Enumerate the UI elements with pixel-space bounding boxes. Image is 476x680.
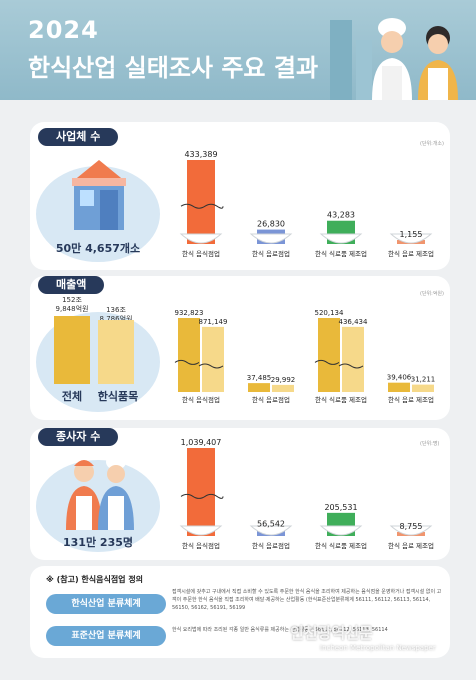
category-label: 한식 음료점업 <box>252 541 290 550</box>
category-label: 한식 식료품 제조업 <box>315 249 367 258</box>
unit-label: (단위:억원) <box>420 291 444 297</box>
value-label: 56,542 <box>257 520 285 529</box>
category-label: 한식 식료품 제조업 <box>315 541 367 550</box>
value-label: 43,283 <box>327 211 355 220</box>
product-icon <box>389 525 433 536</box>
value-label: 436,434 <box>339 318 368 326</box>
employee-chart: 1,039,407 한식 음식점업 56,542 한식 음료점업 205,531 한식 식… <box>179 438 434 550</box>
value-label: 37,485 <box>247 374 272 382</box>
business-count-chart: 433,389 한식 음식점업 26,830 한식 음료점업 43,283 한식 식료품 … <box>179 150 434 258</box>
revenue-total-bar <box>54 316 90 384</box>
product-icon <box>179 525 223 536</box>
product-icon <box>319 233 363 244</box>
section-label-revenue: 매출액 <box>38 276 105 294</box>
category-label: 한식 음료점업 <box>252 395 290 404</box>
revenue-total-value: 152조 9,848억원 <box>55 296 89 313</box>
value-label: 39,406 <box>387 374 412 382</box>
data-bar <box>178 318 200 392</box>
building-decoration <box>356 40 372 100</box>
scale-break-mark <box>314 359 340 365</box>
chefs-illustration <box>372 18 458 100</box>
business-total: 50만 4,657개소 <box>55 242 141 255</box>
value-label: 932,823 <box>175 309 204 317</box>
scale-break-mark <box>180 493 224 499</box>
scale-break-mark <box>174 359 200 365</box>
employee-total: 131만 235명 <box>63 536 133 549</box>
scale-break-mark <box>338 363 364 369</box>
unit-label: (단위:명) <box>420 441 440 447</box>
hansik-classification-pill: 한식산업 분류체계 <box>46 594 166 614</box>
standard-classification-pill: 표준산업 분류체계 <box>46 626 166 646</box>
watermark-name: 인천광역신문 <box>290 624 373 642</box>
value-label: 433,389 <box>184 150 217 159</box>
section-label-employees: 종사자 수 <box>38 428 119 446</box>
category-label: 한식 음식점업 <box>182 541 220 550</box>
data-bar <box>272 384 294 392</box>
value-label: 1,155 <box>400 230 423 239</box>
hansik-classification-text: 접객시설에 갖추고 구내에서 직접 소비할 수 있도록 주문한 한식 음식을 조… <box>172 589 442 611</box>
unit-label: (단위:개소) <box>420 141 444 147</box>
data-bar <box>187 448 215 536</box>
revenue-hansik-value: 136조 8,786억원 <box>99 306 133 323</box>
category-label: 한식 음식점업 <box>182 249 220 258</box>
value-label: 871,149 <box>199 318 228 326</box>
value-label: 26,830 <box>257 220 285 229</box>
report-year: 2024 <box>28 16 99 44</box>
data-bar <box>248 383 270 392</box>
value-label: 1,039,407 <box>181 438 222 447</box>
header-banner: 2024 한식산업 실태조사 주요 결과 <box>0 0 476 100</box>
watermark-subtitle: Incheon Metropolitan Newspaper <box>320 644 436 652</box>
category-label: 한식 식료품 제조업 <box>315 395 367 404</box>
revenue-total-label: 전체 <box>61 390 83 403</box>
data-bar <box>187 160 215 244</box>
data-bar <box>412 384 434 392</box>
workers-illustration <box>66 454 134 530</box>
product-icon <box>249 525 293 536</box>
data-bar <box>388 382 410 392</box>
category-label: 한식 음료 제조업 <box>388 395 434 404</box>
product-icon <box>179 233 223 244</box>
definition-title: ※ (참고) 한식음식점업 정의 <box>46 575 144 584</box>
revenue-hansik-label: 한식품목 <box>97 390 139 403</box>
value-label: 29,992 <box>271 376 296 384</box>
scale-break-mark <box>198 363 224 369</box>
product-icon <box>249 233 293 244</box>
data-bar <box>342 326 364 392</box>
product-icon <box>319 525 363 536</box>
category-label: 한식 음료 제조업 <box>388 249 434 258</box>
value-label: 520,134 <box>315 309 344 317</box>
value-label: 31,211 <box>411 376 436 384</box>
section-label-business-count: 사업체 수 <box>38 128 119 146</box>
value-label: 205,531 <box>324 503 357 512</box>
store-icon <box>72 160 126 230</box>
data-bar <box>202 326 224 392</box>
product-icon <box>389 233 433 244</box>
scale-break-mark <box>180 203 224 209</box>
data-bar <box>318 318 340 392</box>
standard-classification-text: 한식 요리법에 따라 조리된 각종 일반 음식류를 제공하는 산업활동 * 56… <box>172 627 388 633</box>
category-label: 한식 음식점업 <box>182 395 220 404</box>
category-label: 한식 음료점업 <box>252 249 290 258</box>
value-label: 8,755 <box>400 522 423 531</box>
building-decoration <box>330 20 352 100</box>
page-title: 한식산업 실태조사 주요 결과 <box>28 54 319 82</box>
revenue-hansik-bar <box>98 320 134 384</box>
category-label: 한식 음료 제조업 <box>388 541 434 550</box>
